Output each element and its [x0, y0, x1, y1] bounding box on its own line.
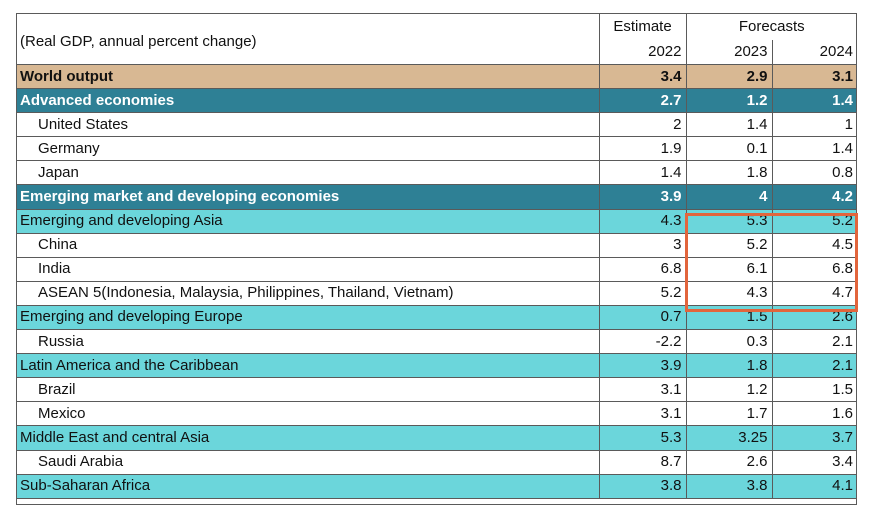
table-caption: (Real GDP, annual percent change): [16, 13, 600, 65]
value-2024: 4.2: [772, 184, 858, 210]
value-2022: 5.2: [599, 280, 687, 306]
value-2022: 3.1: [599, 377, 687, 402]
table-row: Advanced economies 2.7 1.2 1.4: [16, 88, 858, 113]
value-2022: 2: [599, 112, 687, 137]
value-2024: 2.1: [772, 329, 858, 354]
value-2024: 3.7: [772, 425, 858, 450]
value-2022: 1.9: [599, 136, 687, 161]
value-2023: 3.8: [686, 473, 773, 499]
table-row: United States 2 1.4 1: [16, 112, 858, 137]
row-label: Mexico: [16, 401, 600, 426]
value-2023: 6.1: [686, 256, 773, 282]
table-row: Emerging market and developing economies…: [16, 184, 858, 210]
table-row: Emerging and developing Europe 0.7 1.5 2.6: [16, 304, 858, 330]
forecasts-label: Forecasts: [738, 17, 805, 35]
value-2023: 2.6: [686, 449, 773, 475]
value-2022: 3.9: [599, 353, 687, 378]
table-row: Mexico 3.1 1.7 1.6: [16, 401, 858, 426]
row-label: Middle East and central Asia: [16, 425, 600, 450]
value-2024: 5.2: [772, 208, 858, 234]
year-2023: 2023: [686, 40, 773, 65]
value-2023: 0.1: [686, 136, 773, 161]
value-2024: 4.7: [772, 280, 858, 306]
table-row: Brazil 3.1 1.2 1.5: [16, 377, 858, 402]
table-row: Japan 1.4 1.8 0.8: [16, 160, 858, 185]
value-2024: 3.4: [772, 449, 858, 475]
table-row: Sub-Saharan Africa 3.8 3.8 4.1: [16, 473, 858, 499]
value-2022: 1.4: [599, 160, 687, 185]
value-2022: 6.8: [599, 256, 687, 282]
row-label: Brazil: [16, 377, 600, 402]
value-2022: 5.3: [599, 425, 687, 450]
table-row: Middle East and central Asia 5.3 3.25 3.7: [16, 425, 858, 450]
table-row: World output 3.4 2.9 3.1: [16, 63, 858, 89]
header-row-2: 2022 2023 2024: [16, 40, 857, 65]
row-label: Sub-Saharan Africa: [16, 473, 600, 499]
value-2022: 3.8: [599, 473, 687, 499]
table-row: India 6.8 6.1 6.8: [16, 256, 858, 282]
value-2024: 2.1: [772, 353, 858, 378]
table-row: ASEAN 5(Indonesia, Malaysia, Philippines…: [16, 280, 858, 306]
value-2023: 1.2: [686, 88, 773, 113]
value-2023: 4.3: [686, 280, 773, 306]
value-2024: 1: [772, 112, 858, 137]
header-row-1: (Real GDP, annual percent change) Estima…: [16, 13, 857, 65]
value-2024: 2.6: [772, 304, 858, 330]
value-2024: 0.8: [772, 160, 858, 185]
value-2024: 4.1: [772, 473, 858, 499]
row-label: Emerging and developing Asia: [16, 208, 600, 234]
value-2022: 3.1: [599, 401, 687, 426]
value-2024: 3.1: [772, 63, 858, 89]
row-label: World output: [16, 63, 600, 89]
table-row: Latin America and the Caribbean 3.9 1.8 2.1: [16, 353, 858, 378]
row-label: Germany: [16, 136, 600, 161]
table-row: China 3 5.2 4.5: [16, 232, 858, 258]
value-2023: 4: [686, 184, 773, 210]
row-label: Saudi Arabia: [16, 449, 600, 475]
row-label: United States: [16, 112, 600, 137]
table-row: Germany 1.9 0.1 1.4: [16, 136, 858, 161]
gdp-forecast-table: (Real GDP, annual percent change) Estima…: [16, 13, 858, 499]
value-2022: 8.7: [599, 449, 687, 475]
year-2024: 2024: [819, 43, 854, 60]
value-2022: 2.7: [599, 88, 687, 113]
value-2023: 0.3: [686, 329, 773, 354]
value-2023: 1.8: [686, 353, 773, 378]
value-2024: 1.4: [772, 88, 858, 113]
value-2022: 3: [599, 232, 687, 258]
value-2022: 0.7: [599, 304, 687, 330]
value-2023: 1.8: [686, 160, 773, 185]
row-label: Emerging market and developing economies: [16, 184, 600, 210]
value-2023: 1.7: [686, 401, 773, 426]
value-2022: 3.9: [599, 184, 687, 210]
row-label: India: [16, 256, 600, 282]
row-label: Russia: [16, 329, 600, 354]
row-label: Latin America and the Caribbean: [16, 353, 600, 378]
value-2023: 3.25: [686, 425, 773, 450]
row-label: China: [16, 232, 600, 258]
value-2024: 4.5: [772, 232, 858, 258]
value-2022: -2.2: [599, 329, 687, 354]
value-2023: 1.2: [686, 377, 773, 402]
value-2024: 1.4: [772, 136, 858, 161]
value-2023: 2.9: [686, 63, 773, 89]
table-row: Saudi Arabia 8.7 2.6 3.4: [16, 449, 858, 475]
value-2022: 4.3: [599, 208, 687, 234]
table-row: Emerging and developing Asia 4.3 5.3 5.2: [16, 208, 858, 234]
table-row: Russia -2.2 0.3 2.1: [16, 329, 858, 354]
value-2022: 3.4: [599, 63, 687, 89]
value-2023: 1.5: [686, 304, 773, 330]
value-2023: 5.2: [686, 232, 773, 258]
estimate-label: Estimate: [599, 13, 687, 40]
value-2024: 6.8: [772, 256, 858, 282]
value-2023: 5.3: [686, 208, 773, 234]
value-2023: 1.4: [686, 112, 773, 137]
row-label: Advanced economies: [16, 88, 600, 113]
value-2024: 1.5: [772, 377, 858, 402]
row-label: ASEAN 5(Indonesia, Malaysia, Philippines…: [16, 280, 600, 306]
year-2022: 2022: [599, 40, 687, 65]
value-2024: 1.6: [772, 401, 858, 426]
row-label: Emerging and developing Europe: [16, 304, 600, 330]
row-label: Japan: [16, 160, 600, 185]
